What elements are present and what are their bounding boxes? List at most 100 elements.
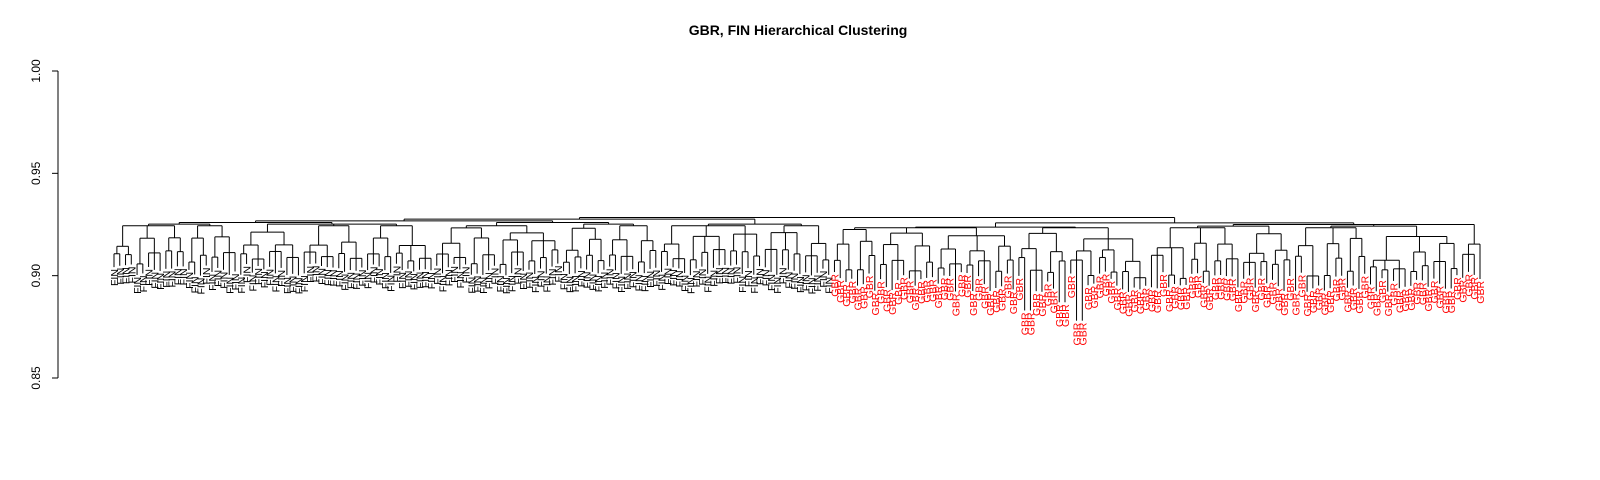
leaf-label: FIN (720, 267, 732, 284)
leaf-label: GBR (1400, 288, 1412, 311)
leaf-label: FIN (616, 276, 628, 293)
leaf-label: FIN (311, 266, 323, 283)
leaf-label: GBR (1204, 287, 1216, 310)
leaf-label: FIN (363, 272, 375, 289)
leaf-label: FIN (645, 271, 657, 288)
leaf-label: GBR (1273, 288, 1285, 311)
leaf-label: FIN (478, 277, 490, 294)
leaf-label: GBR (1216, 277, 1228, 300)
leaf-label: GBR (835, 280, 847, 303)
leaf-label: FIN (299, 275, 311, 292)
leaf-label: GBR (927, 279, 939, 302)
leaf-label: FIN (391, 266, 403, 283)
leaf-label: GBR (1072, 322, 1084, 345)
leaf-label: GBR (1279, 293, 1291, 316)
leaf-label: FIN (501, 277, 513, 294)
leaf-label: FIN (121, 267, 133, 284)
leaf-label: FIN (386, 275, 398, 292)
leaf-label: GBR (1244, 277, 1256, 300)
dendrogram-branches (113, 217, 1481, 321)
leaf-labels: FINFINFINFINFINFINFINFINFINFINFINFINFINF… (109, 266, 1487, 346)
leaf-label: GBR (1319, 292, 1331, 315)
leaf-label: GBR (1118, 291, 1130, 314)
leaf-label: GBR (841, 284, 853, 307)
leaf-label: FIN (674, 270, 686, 287)
leaf-label: GBR (979, 286, 991, 309)
leaf-label: GBR (1054, 304, 1066, 327)
leaf-label: GBR (1123, 294, 1135, 317)
leaf-label: FIN (443, 269, 455, 286)
leaf-label: GBR (1020, 312, 1032, 335)
leaf-label: FIN (680, 275, 692, 292)
leaf-label: FIN (403, 271, 415, 288)
leaf-label: GBR (829, 274, 841, 297)
leaf-label: FIN (512, 268, 524, 285)
leaf-label: GBR (864, 275, 876, 298)
leaf-label: FIN (714, 267, 726, 284)
y-tick-label: 0.95 (29, 161, 43, 185)
leaf-label: GBR (1158, 274, 1170, 297)
leaf-label: GBR (1100, 273, 1112, 296)
leaf-label: FIN (570, 275, 582, 292)
leaf-label: FIN (530, 276, 542, 293)
leaf-label: GBR (870, 292, 882, 315)
leaf-label: FIN (755, 268, 767, 285)
leaf-label: FIN (812, 275, 824, 292)
leaf-label: GBR (1193, 275, 1205, 298)
leaf-label: GBR (1095, 275, 1107, 298)
leaf-label: FIN (484, 272, 496, 289)
leaf-label: FIN (449, 266, 461, 283)
leaf-label: GBR (1325, 290, 1337, 313)
leaf-label: FIN (806, 277, 818, 294)
leaf-label: FIN (703, 276, 715, 293)
leaf-label: GBR (910, 287, 922, 310)
leaf-label: FIN (783, 272, 795, 289)
leaf-label: FIN (293, 277, 305, 294)
leaf-label: FIN (409, 273, 421, 290)
leaf-label: FIN (316, 268, 328, 285)
leaf-label: FIN (340, 274, 352, 291)
leaf-label: FIN (201, 268, 213, 285)
leaf-label: GBR (1262, 285, 1274, 308)
leaf-label: FIN (518, 273, 530, 290)
leaf-label: FIN (582, 272, 594, 289)
leaf-label: FIN (155, 273, 167, 290)
leaf-label: GBR (1031, 293, 1043, 316)
leaf-label: FIN (553, 266, 565, 283)
leaf-label: FIN (633, 274, 645, 291)
leaf-label: FIN (420, 271, 432, 288)
leaf-label: GBR (1308, 290, 1320, 313)
leaf-label: FIN (622, 273, 634, 290)
leaf-label: FIN (351, 273, 363, 290)
leaf-label: FIN (651, 270, 663, 287)
leaf-label: GBR (1475, 281, 1487, 304)
leaf-label: GBR (945, 278, 957, 301)
leaf-label: FIN (639, 275, 651, 292)
leaf-label: FIN (461, 266, 473, 283)
leaf-label: GBR (1440, 290, 1452, 313)
leaf-label: GBR (1066, 275, 1078, 298)
leaf-label: GBR (956, 274, 968, 297)
leaf-label: FIN (593, 275, 605, 292)
y-axis: 0.85 0.90 0.95 1.00 (29, 59, 59, 390)
leaf-label: FIN (380, 272, 392, 289)
leaf-label: FIN (536, 271, 548, 288)
leaf-label: GBR (997, 288, 1009, 311)
leaf-label: GBR (1452, 277, 1464, 300)
leaf-label: FIN (259, 271, 271, 288)
leaf-label: GBR (1146, 289, 1158, 312)
leaf-label: FIN (207, 274, 219, 291)
leaf-label: FIN (564, 276, 576, 293)
leaf-label: FIN (132, 277, 144, 294)
leaf-label: FIN (772, 277, 784, 294)
y-tick-label: 0.90 (29, 264, 43, 288)
leaf-label: GBR (1291, 292, 1303, 315)
leaf-label: FIN (178, 268, 190, 285)
leaf-label: GBR (1141, 287, 1153, 310)
leaf-label: FIN (547, 269, 559, 286)
leaf-label: GBR (985, 293, 997, 316)
leaf-label: GBR (1256, 277, 1268, 300)
leaf-label: FIN (219, 272, 231, 289)
leaf-label: FIN (236, 277, 248, 294)
